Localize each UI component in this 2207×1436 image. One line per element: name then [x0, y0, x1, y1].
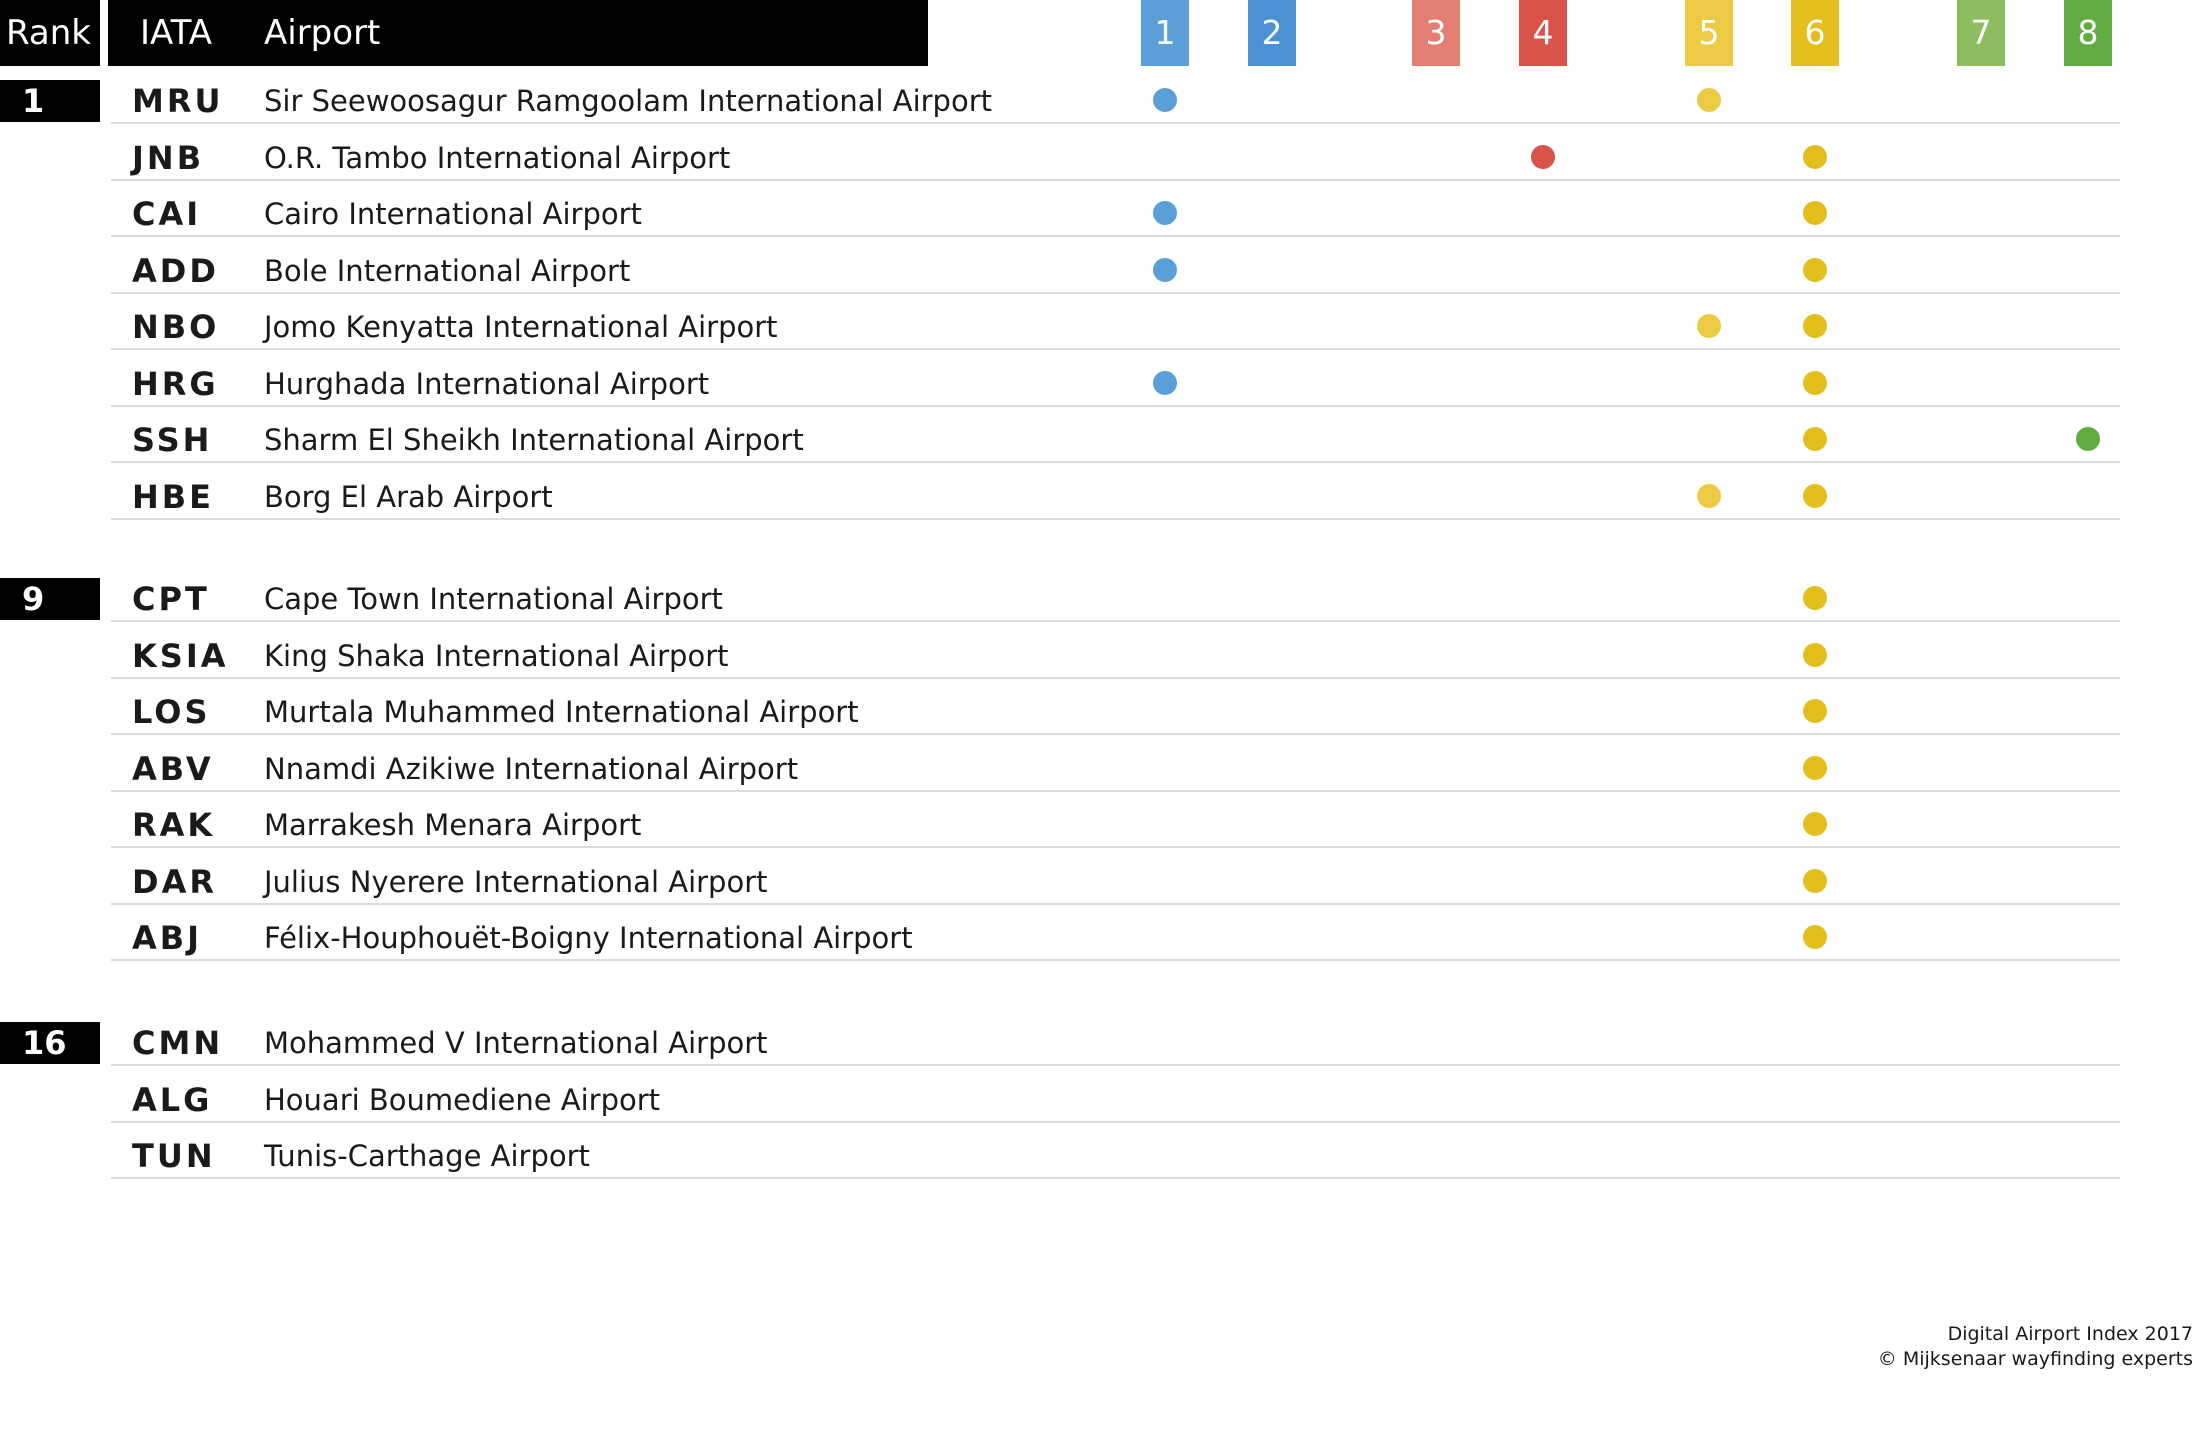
rank-badge: 1	[0, 80, 100, 122]
iata-code: DAR	[132, 862, 217, 901]
category-1-marker	[1153, 370, 1177, 395]
category-6-marker	[1803, 699, 1827, 723]
row-divider	[111, 291, 2120, 294]
row-divider	[111, 620, 2120, 622]
rank-badge: 9	[0, 578, 100, 620]
category-header-2: 2	[1248, 0, 1296, 66]
row-divider	[111, 235, 2120, 237]
airport-header: Airport	[244, 0, 928, 66]
category-6-marker	[1803, 586, 1827, 610]
airport-name: Jomo Kenyatta International Airport	[264, 310, 778, 344]
category-1-marker	[1153, 201, 1177, 225]
category-6-marker	[1803, 427, 1827, 451]
category-8-marker	[2076, 427, 2100, 451]
airport-name: Houari Boumediene Airport	[264, 1082, 661, 1117]
rank-header: Rank	[0, 0, 100, 66]
iata-code: MRU	[132, 82, 224, 120]
airport-name: Sharm El Sheikh International Airport	[264, 423, 804, 457]
category-6-marker	[1803, 370, 1827, 395]
row-divider	[111, 676, 2120, 679]
category-4-marker	[1531, 144, 1555, 169]
row-divider	[111, 461, 2120, 463]
category-header-6: 6	[1791, 0, 1839, 66]
row-divider	[111, 404, 2120, 407]
category-5-marker	[1697, 483, 1721, 508]
iata-code: HBE	[132, 477, 215, 516]
category-6-marker	[1803, 812, 1827, 836]
category-6-marker	[1803, 868, 1827, 893]
row-divider	[111, 846, 2120, 848]
category-header-8: 8	[2064, 0, 2112, 66]
airport-name: Hurghada International Airport	[264, 366, 710, 401]
row-divider	[111, 902, 2120, 905]
airport-name: Bole International Airport	[264, 253, 631, 288]
category-6-marker	[1803, 925, 1827, 949]
row-divider	[111, 733, 2120, 735]
iata-code: CMN	[132, 1024, 224, 1062]
category-6-marker	[1803, 201, 1827, 225]
airport-name: Borg El Arab Airport	[264, 479, 553, 514]
iata-code: JNB	[132, 138, 205, 177]
iata-code: CPT	[132, 580, 210, 618]
airport-name: Murtala Muhammed International Airport	[264, 695, 859, 729]
iata-header: IATA	[108, 0, 244, 66]
footer-title: Digital Airport Index 2017	[1947, 1323, 2193, 1345]
category-1-marker	[1153, 257, 1177, 282]
category-6-marker	[1803, 483, 1827, 508]
category-1-marker	[1153, 88, 1177, 112]
category-5-marker	[1697, 88, 1721, 112]
iata-code: RAK	[132, 806, 216, 844]
airport-name: Tunis-Carthage Airport	[264, 1139, 590, 1173]
row-divider	[111, 1064, 2120, 1066]
row-divider	[111, 959, 2120, 961]
airport-name: Mohammed V International Airport	[264, 1026, 768, 1060]
airport-name: Julius Nyerere International Airport	[264, 864, 768, 899]
iata-code: LOS	[132, 693, 211, 731]
iata-code: ALG	[132, 1080, 213, 1119]
category-header-7: 7	[1957, 0, 2005, 66]
airport-name: Félix-Houphouët-Boigny International Air…	[264, 921, 913, 955]
iata-code: KSIA	[132, 636, 229, 675]
iata-code: ABJ	[132, 919, 203, 957]
category-header-5: 5	[1685, 0, 1733, 66]
category-6-marker	[1803, 314, 1827, 338]
airport-name: King Shaka International Airport	[264, 638, 729, 673]
category-header-3: 3	[1412, 0, 1460, 66]
row-divider	[111, 348, 2120, 350]
airport-name: Marrakesh Menara Airport	[264, 808, 642, 842]
category-header-1: 1	[1141, 0, 1189, 66]
iata-code: HRG	[132, 364, 219, 403]
airport-name: Cairo International Airport	[264, 197, 642, 231]
iata-code: ADD	[132, 251, 219, 290]
row-divider	[111, 517, 2120, 520]
footer-credit: © Mijksenaar wayfinding experts	[1877, 1348, 2193, 1370]
row-divider	[111, 1120, 2120, 1123]
iata-code: TUN	[132, 1137, 216, 1175]
iata-code: ABV	[132, 749, 214, 788]
rank-badge: 16	[0, 1022, 100, 1064]
airport-name: Cape Town International Airport	[264, 582, 723, 616]
airport-name: Nnamdi Azikiwe International Airport	[264, 751, 799, 786]
iata-code: CAI	[132, 195, 202, 233]
iata-code: NBO	[132, 308, 220, 346]
airport-name: Sir Seewoosagur Ramgoolam International …	[264, 84, 993, 118]
row-divider	[111, 122, 2120, 124]
category-6-marker	[1803, 257, 1827, 282]
category-6-marker	[1803, 755, 1827, 780]
row-divider	[111, 789, 2120, 792]
category-header-4: 4	[1519, 0, 1567, 66]
category-6-marker	[1803, 144, 1827, 169]
iata-code: SSH	[132, 421, 213, 459]
row-divider	[111, 1177, 2120, 1179]
category-6-marker	[1803, 642, 1827, 667]
airport-name: O.R. Tambo International Airport	[264, 140, 731, 175]
row-divider	[111, 178, 2120, 181]
category-5-marker	[1697, 314, 1721, 338]
